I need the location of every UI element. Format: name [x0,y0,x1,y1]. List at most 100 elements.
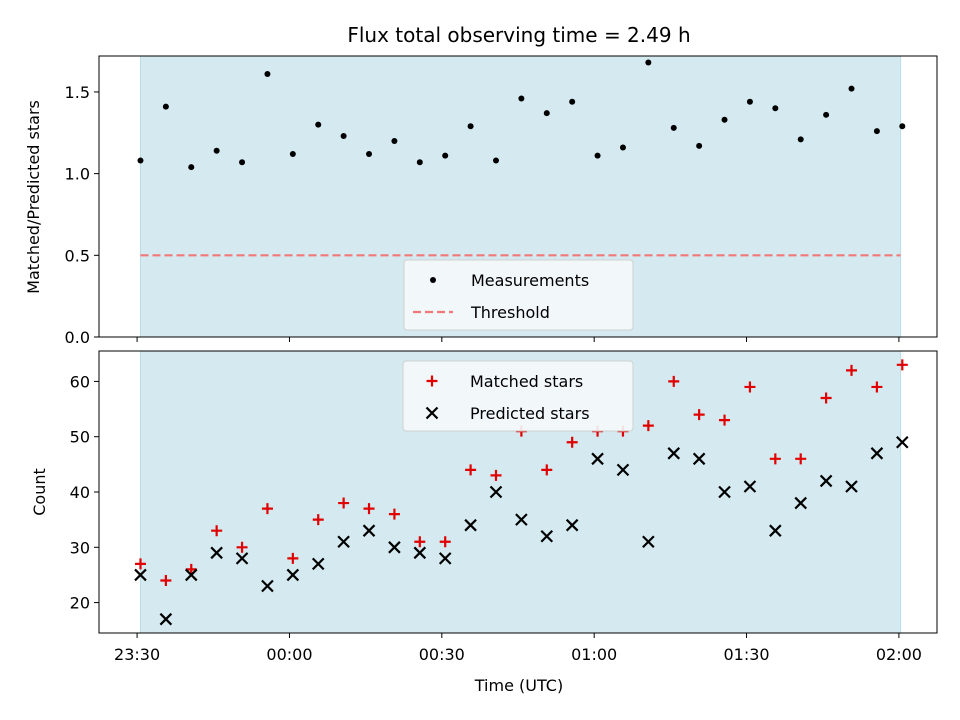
measurement-point [213,147,220,154]
measurement-point [594,152,601,159]
measurement-point [569,98,576,105]
predicted-stars-point [388,541,401,554]
predicted-stars-point [438,552,452,565]
matched-stars-point [236,541,248,553]
measurement-point [797,136,804,143]
measurement-point [543,110,550,117]
matched-stars-point [896,359,908,371]
predicted-stars-point [896,435,909,449]
y-tick-label: 1.5 [65,83,90,102]
matched-stars-point [871,381,883,393]
measurement-point [645,59,652,66]
legend-label: Predicted stars [470,404,590,423]
x-tick-label: 00:30 [419,645,465,664]
x-axis-label: Time (UTC) [474,676,563,695]
y-tick-label: 50 [70,428,90,447]
legend-label: Matched stars [470,372,583,391]
measurement-point [619,144,626,151]
bottom-panel: 20 30 40 50 60 23:30 00:00 00:30 01:00 01:30 02:00… [70,350,938,664]
predicted-stars-point [159,612,173,626]
predicted-stars-point [565,518,579,532]
matched-stars-point [338,497,350,509]
axes-frame [98,55,938,338]
x-tick-label: 01:30 [723,645,769,664]
measurement-point [315,121,322,128]
predicted-stars-point [769,524,782,537]
measurement-point [264,70,271,77]
y-tick-label: 0.0 [65,328,90,347]
predicted-stars-point [794,496,807,510]
bottom-legend-box [402,360,634,432]
matched-stars-point [465,464,477,476]
matched-stars-point [185,563,197,575]
bottom-y-axis-label: Count [30,468,49,516]
predicted-stars-point [337,535,350,549]
predicted-stars-point [819,474,833,488]
y-tick-label: 20 [70,594,90,613]
y-tick-label: 0.5 [65,246,90,265]
predicted-stars-point [692,452,706,466]
predicted-stars-point [235,552,249,565]
matched-stars-point [160,574,172,586]
measurement-point [188,164,195,171]
measurement-point [289,151,296,158]
measurement-point [746,98,753,105]
predicted-stars-point [642,535,655,549]
measurement-point [467,123,474,130]
axes-frame [98,350,938,634]
matched-stars-point [795,453,807,465]
measurement-point [696,142,703,149]
predicted-stars-point [515,513,528,526]
top-y-axis-label: Matched/Predicted stars [24,100,43,294]
matched-stars-point [668,375,680,387]
measurement-point [721,116,728,123]
matched-stars-point [211,525,223,537]
predicted-stars-point [362,524,376,537]
predicted-stars-point [667,447,681,460]
matched-stars-point [541,464,553,476]
y-tick-label: 30 [70,538,90,557]
x-tick-label: 01:00 [571,645,617,664]
top-panel: 0.0 0.5 1.0 1.5 Measurements Threshold [65,55,938,347]
matched-stars-point [261,503,273,515]
y-tick-label: 1.0 [65,165,90,184]
predicted-stars-point [210,546,223,560]
measurement-point [873,128,880,135]
x-tick-label: 00:00 [266,645,312,664]
measurement-point [239,159,246,166]
matched-stars-point [287,552,299,564]
matched-stars-point [693,409,705,421]
matched-stars-point [719,414,731,426]
matched-stars-point [134,558,146,570]
matched-stars-point [388,508,400,520]
legend-label: Threshold [470,303,550,322]
matched-stars-point [312,514,324,526]
legend-matched-marker [426,375,438,387]
matched-stars-point [439,536,451,548]
predicted-stars-point [591,452,604,466]
predicted-stars-point [464,518,477,532]
legend-label: Measurements [471,271,589,290]
matched-stars-point [414,536,426,548]
measurement-point [340,133,347,140]
predicted-stars-point [870,447,884,460]
y-tick-label: 60 [70,372,90,391]
matched-stars-point [490,469,502,481]
matched-stars-point [769,453,781,465]
measurement-point [366,151,373,158]
measurement-point [670,124,677,131]
predicted-stars-point [261,579,274,593]
matched-stars-point [363,503,375,515]
legend-measurements-marker [430,277,436,283]
chart-title: Flux total observing time = 2.49 h [347,23,690,47]
predicted-stars-point [845,480,858,493]
measurement-point [823,111,830,118]
matched-stars-point [744,381,756,393]
predicted-stars-point [311,557,325,571]
predicted-stars-point [616,463,630,477]
measurement-point [137,157,144,164]
measurement-point [772,105,779,112]
measurement-point [416,159,423,166]
x-tick-label: 23:30 [114,645,160,664]
